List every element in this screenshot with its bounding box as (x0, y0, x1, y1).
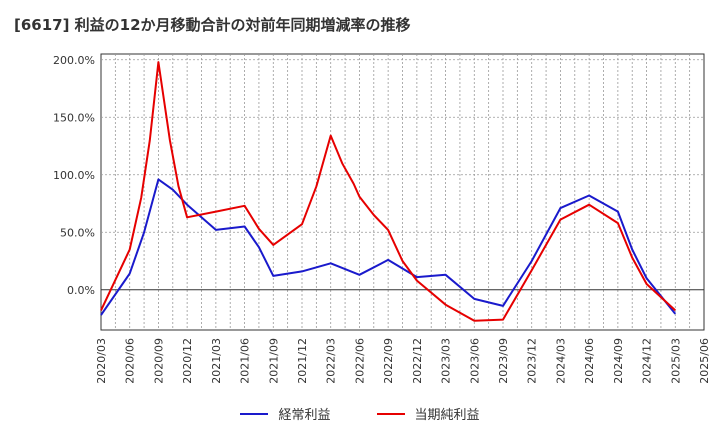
y-tick-label: 150.0% (53, 111, 95, 124)
series-line-2 (100, 61, 676, 322)
x-tick-label: 2022/12 (411, 338, 424, 384)
x-tick-label: 2023/09 (497, 338, 510, 384)
x-tick-label: 2021/06 (239, 338, 252, 384)
x-tick-label: 2023/12 (526, 338, 539, 384)
x-tick-label: 2021/12 (296, 338, 309, 384)
legend-label-series-1: 経常利益 (278, 408, 331, 423)
y-tick-label: 50.0% (60, 226, 95, 239)
legend: 経常利益 当期純利益 (0, 404, 720, 423)
series-lines (100, 61, 677, 322)
x-tick-label: 2024/03 (554, 338, 567, 384)
legend-label-series-2: 当期純利益 (414, 408, 480, 423)
x-tick-label: 2020/06 (124, 338, 137, 384)
x-tick-label: 2020/03 (95, 338, 108, 384)
legend-swatch-series-1 (240, 412, 269, 415)
x-tick-label: 2020/09 (152, 338, 165, 384)
x-tick-label: 2024/09 (612, 338, 625, 384)
x-tick-label: 2023/06 (468, 338, 481, 384)
legend-swatch-series-2 (376, 412, 405, 415)
x-tick-label: 2025/06 (698, 338, 711, 384)
y-tick-label: 100.0% (53, 169, 95, 182)
x-tick-label: 2024/12 (641, 338, 654, 384)
x-tick-label: 2022/06 (353, 338, 366, 384)
chart-title: [6617] 利益の12か月移動合計の対前年同期増減率の推移 (14, 16, 411, 34)
y-tick-label: 200.0% (53, 54, 95, 67)
legend-item-series-1: 経常利益 (240, 404, 331, 423)
x-tick-label: 2025/03 (669, 338, 682, 384)
x-axis-ticks: 2020/03 2020/06 2020/09 2020/12 2021/03 2021/… (95, 338, 711, 384)
grid (101, 54, 704, 330)
y-axis-ticks: 0.0% 50.0% 100.0% 150.0% 200.0% (53, 54, 95, 297)
x-tick-label: 2023/03 (440, 338, 453, 384)
x-tick-label: 2022/09 (382, 338, 395, 384)
y-tick-label: 0.0% (67, 284, 95, 297)
x-tick-label: 2020/12 (181, 338, 194, 384)
x-tick-label: 2021/09 (267, 338, 280, 384)
legend-item-series-2: 当期純利益 (376, 404, 480, 423)
x-tick-label: 2022/03 (325, 338, 338, 384)
series-line-1 (100, 178, 677, 316)
x-tick-label: 2024/06 (583, 338, 596, 384)
x-tick-label: 2021/03 (210, 338, 223, 384)
